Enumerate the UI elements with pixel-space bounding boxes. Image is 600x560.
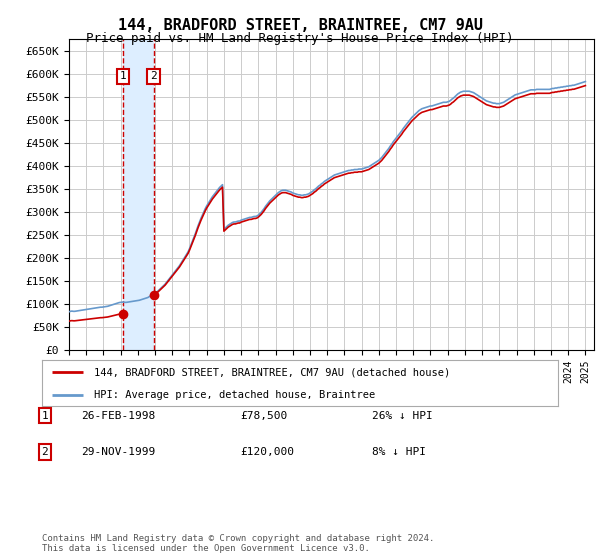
Text: 26% ↓ HPI: 26% ↓ HPI (372, 410, 433, 421)
Text: HPI: Average price, detached house, Braintree: HPI: Average price, detached house, Brai… (94, 390, 375, 399)
Text: 144, BRADFORD STREET, BRAINTREE, CM7 9AU: 144, BRADFORD STREET, BRAINTREE, CM7 9AU (118, 18, 482, 33)
Text: 29-NOV-1999: 29-NOV-1999 (81, 447, 155, 457)
Text: 2: 2 (41, 447, 49, 457)
Bar (123, 39, 154, 350)
Text: £78,500: £78,500 (240, 410, 287, 421)
Text: 26-FEB-1998: 26-FEB-1998 (81, 410, 155, 421)
Text: 1: 1 (120, 72, 127, 82)
Text: Contains HM Land Registry data © Crown copyright and database right 2024.
This d: Contains HM Land Registry data © Crown c… (42, 534, 434, 553)
Text: 8% ↓ HPI: 8% ↓ HPI (372, 447, 426, 457)
Text: 2: 2 (150, 72, 157, 82)
Text: £120,000: £120,000 (240, 447, 294, 457)
Text: 1: 1 (41, 410, 49, 421)
Text: 144, BRADFORD STREET, BRAINTREE, CM7 9AU (detached house): 144, BRADFORD STREET, BRAINTREE, CM7 9AU… (94, 367, 450, 377)
Text: Price paid vs. HM Land Registry's House Price Index (HPI): Price paid vs. HM Land Registry's House … (86, 32, 514, 45)
